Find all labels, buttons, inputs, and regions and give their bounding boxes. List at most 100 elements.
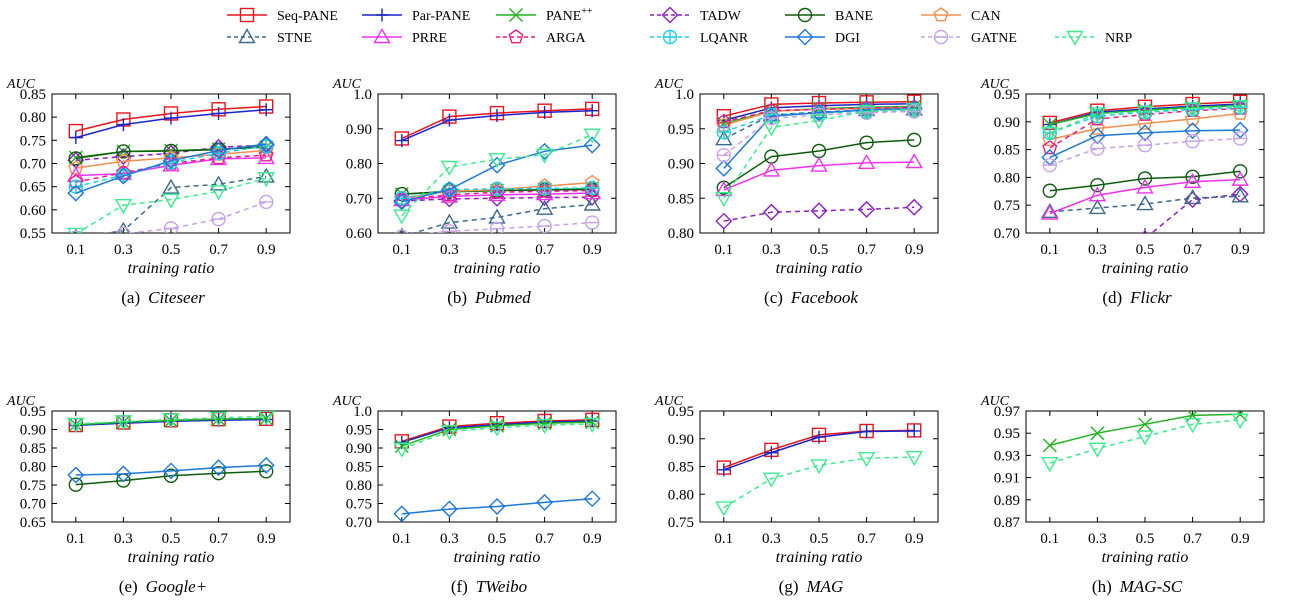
y-tick-label: 0.80 [346,157,372,173]
data-point [905,103,923,119]
series-line [1049,105,1241,134]
data-point [716,125,732,140]
data-point [535,199,554,215]
data-point [212,106,226,120]
x-tick-label: 0.1 [392,242,411,258]
data-point [1041,202,1059,219]
data-point [1136,430,1154,446]
data-point [857,451,876,468]
data-point [1138,417,1152,432]
legend-marker-circleminus [933,29,949,45]
data-point [715,181,733,197]
series-line [1049,112,1241,141]
data-point [538,105,552,119]
data-point [209,185,228,201]
data-point [585,180,600,196]
data-point [259,464,274,479]
y-tick-label: 0.70 [994,226,1020,242]
x-tick-label: 0.5 [488,531,507,547]
series-layer [393,101,601,233]
y-axis-label: AUC [332,394,362,409]
series-layer [1041,411,1249,473]
data-point [1090,426,1105,441]
series-line [75,143,267,194]
series-line [401,497,593,515]
y-tick-label: 0.55 [20,226,46,242]
series-line [75,177,267,233]
data-point [114,148,132,166]
series-dgi [67,135,275,202]
series-nrp [67,411,275,433]
data-point [114,167,132,185]
legend-item-bane: BANE [785,7,873,24]
series-gatne [70,194,274,233]
data-point [1183,172,1202,189]
data-point [440,181,458,199]
data-point [442,224,457,233]
caption-name: Google+ [146,577,208,596]
legend-marker-plus [375,8,389,22]
data-point [1183,102,1202,118]
x-tick-label: 0.5 [162,242,181,258]
x-tick-label: 0.9 [257,531,276,547]
data-point [164,413,178,428]
data-point [905,198,923,216]
chart-panels: 0.550.600.650.700.750.800.850.1 0.3 0.5 0.7… [6,77,1265,596]
series-dgi [67,456,275,484]
legend-label: PRRE [412,31,447,46]
data-point [395,134,409,148]
legend-item-lqanr: LQANR [650,29,749,46]
x-tick-label: 0.9 [1231,242,1250,258]
data-point [717,463,731,477]
x-tick-label: 0.1 [714,531,733,547]
data-point [70,230,82,233]
x-tick-label: 0.9 [905,531,924,547]
y-tick-label: 0.90 [994,115,1020,131]
series-nrp [715,450,923,517]
series-line [723,456,915,509]
caption-label: (h) [1092,577,1112,596]
y-tick-label: 0.95 [994,87,1020,103]
y-tick-label: 0.90 [668,157,694,173]
data-point [1042,438,1057,453]
series-line [1049,413,1241,447]
data-point [1136,105,1154,121]
series-line [75,415,267,425]
x-tick-label: 0.5 [810,531,829,547]
series-prre [1041,170,1249,220]
series-line [1049,195,1241,213]
legend-item-tadw: TADW [650,6,742,24]
y-tick-label: 0.80 [668,226,694,242]
legend-label: LQANR [700,31,749,46]
data-point [258,147,274,162]
y-tick-label: 0.85 [346,460,372,476]
y-axis-label: AUC [6,394,36,409]
chart-caption: (h) MAG-SC [1092,577,1183,596]
x-tick-label: 0.3 [440,531,459,547]
data-point [810,156,828,172]
chart-caption: (f) TWeibo [451,577,527,596]
legend-item-seq-pane: Seq-PANE [227,7,338,24]
legend-item-dgi: DGI [785,28,860,46]
data-point [490,418,504,432]
y-tick-label: 0.91 [994,471,1020,487]
legend-label: STNE [277,31,312,46]
data-point [583,184,601,200]
chart-panel-tweibo: 0.70 0.75 0.80 0.85 0.90 0.95 1.0 0.1 0.3 0.5 0.7 0… [332,394,617,596]
series-line [401,196,593,202]
legend-marker-diamond [661,6,679,24]
data-point [907,132,922,148]
data-point [68,151,84,166]
data-point [810,114,828,130]
data-point [1232,164,1248,179]
data-point [210,142,228,160]
data-point [488,156,506,174]
x-tick-label: 0.7 [535,531,554,547]
series-line [1049,178,1241,215]
data-point [211,465,226,481]
y-tick-label: 0.85 [20,87,46,103]
y-axis-label: AUC [332,77,362,92]
data-point [1184,122,1202,140]
x-tick-label: 0.7 [535,242,554,258]
x-tick-label: 0.5 [1136,242,1155,258]
